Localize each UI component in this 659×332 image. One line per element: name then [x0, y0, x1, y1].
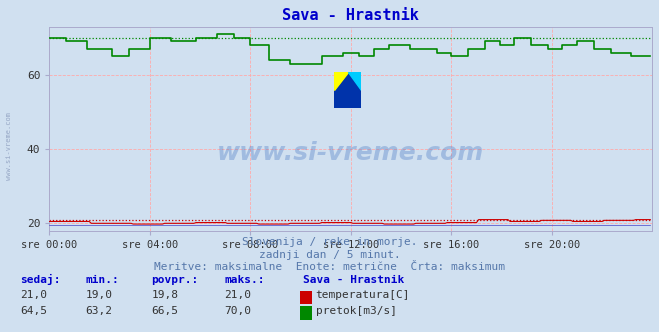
- Text: 21,0: 21,0: [224, 290, 251, 300]
- Text: 19,8: 19,8: [152, 290, 179, 300]
- Text: 21,0: 21,0: [20, 290, 47, 300]
- Polygon shape: [335, 72, 361, 108]
- Polygon shape: [335, 72, 348, 90]
- Text: min.:: min.:: [86, 275, 119, 285]
- Polygon shape: [335, 72, 361, 108]
- Text: sedaj:: sedaj:: [20, 274, 60, 285]
- Text: 70,0: 70,0: [224, 306, 251, 316]
- Text: Meritve: maksimalne  Enote: metrične  Črta: maksimum: Meritve: maksimalne Enote: metrične Črta…: [154, 262, 505, 272]
- Text: maks.:: maks.:: [224, 275, 264, 285]
- Text: 63,2: 63,2: [86, 306, 113, 316]
- Text: pretok[m3/s]: pretok[m3/s]: [316, 306, 397, 316]
- Text: www.si-vreme.com: www.si-vreme.com: [5, 112, 12, 180]
- Text: 19,0: 19,0: [86, 290, 113, 300]
- Text: www.si-vreme.com: www.si-vreme.com: [217, 141, 484, 165]
- Text: zadnji dan / 5 minut.: zadnji dan / 5 minut.: [258, 250, 401, 260]
- Text: Sava - Hrastnik: Sava - Hrastnik: [303, 275, 405, 285]
- Title: Sava - Hrastnik: Sava - Hrastnik: [283, 8, 419, 23]
- Text: 66,5: 66,5: [152, 306, 179, 316]
- Polygon shape: [348, 72, 361, 90]
- Text: Slovenija / reke in morje.: Slovenija / reke in morje.: [242, 237, 417, 247]
- Text: 64,5: 64,5: [20, 306, 47, 316]
- Text: povpr.:: povpr.:: [152, 275, 199, 285]
- Text: temperatura[C]: temperatura[C]: [316, 290, 410, 300]
